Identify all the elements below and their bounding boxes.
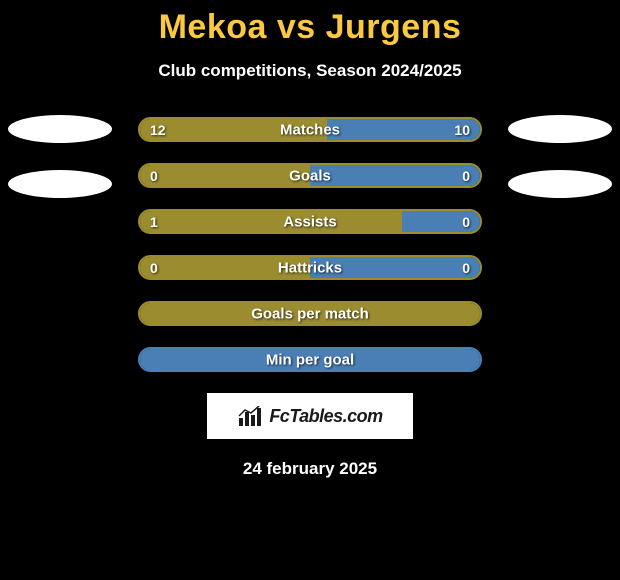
subtitle: Club competitions, Season 2024/2025 (0, 61, 620, 81)
stat-value-left: 0 (150, 260, 158, 276)
date-label: 24 february 2025 (0, 459, 620, 479)
stat-value-right: 0 (462, 214, 470, 230)
player-marker-left-2 (8, 170, 112, 198)
comparison-infographic: Mekoa vs Jurgens Club competitions, Seas… (0, 0, 620, 479)
stat-value-left: 12 (150, 122, 166, 138)
stat-label: Hattricks (278, 259, 342, 276)
stat-label: Min per goal (266, 351, 354, 368)
player-marker-right-2 (508, 170, 612, 198)
brand-logo: FcTables.com (207, 393, 413, 439)
stat-value-right: 0 (462, 168, 470, 184)
stats-area: Matches1210Goals00Assists10Hattricks00Go… (0, 117, 620, 372)
stat-value-left: 1 (150, 214, 158, 230)
brand-text: FcTables.com (269, 406, 382, 427)
stat-value-right: 0 (462, 260, 470, 276)
chart-icon (237, 406, 263, 426)
stat-bar: Matches 12 10 (138, 117, 482, 142)
stat-value-left: 0 (150, 168, 158, 184)
player-marker-right-1 (508, 115, 612, 143)
stat-bar: Hattricks 0 0 (138, 255, 482, 280)
player-marker-right-column (508, 115, 612, 198)
stat-bar: Assists 1 0 (138, 209, 482, 234)
stat-label: Goals per match (251, 305, 369, 322)
stat-bar-fill-right (310, 165, 480, 186)
stat-bar: Goals per match (138, 301, 482, 326)
stat-label: Matches (280, 121, 340, 138)
stat-bar-fill-left (140, 211, 402, 232)
stat-value-right: 10 (454, 122, 470, 138)
stat-label: Assists (283, 213, 336, 230)
stat-bar: Goals 0 0 (138, 163, 482, 188)
player-marker-left-column (8, 115, 112, 198)
stat-label: Goals (289, 167, 331, 184)
player-marker-left-1 (8, 115, 112, 143)
stat-bar: Min per goal (138, 347, 482, 372)
stat-bars: Matches1210Goals00Assists10Hattricks00Go… (138, 117, 482, 372)
page-title: Mekoa vs Jurgens (0, 8, 620, 47)
stat-bar-fill-left (140, 165, 310, 186)
